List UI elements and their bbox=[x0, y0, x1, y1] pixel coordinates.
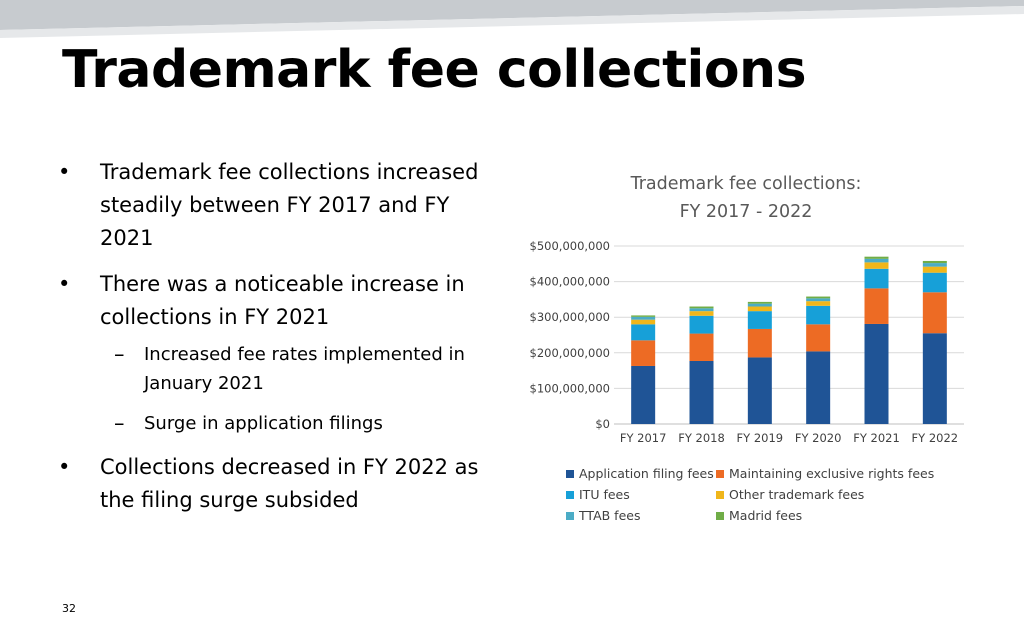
chart-svg: Trademark fee collections: FY 2017 - 2022… bbox=[530, 174, 964, 445]
sub-bullet-marker: – bbox=[114, 411, 125, 435]
y-tick-label: $100,000,000 bbox=[530, 381, 610, 395]
bullet-list: • Trademark fee collections increased st… bbox=[58, 156, 498, 530]
x-tick-label: FY 2021 bbox=[853, 431, 900, 445]
x-tick-label: FY 2018 bbox=[678, 431, 725, 445]
x-tick-label: FY 2020 bbox=[795, 431, 842, 445]
y-tick-label: $400,000,000 bbox=[530, 275, 610, 289]
sub-bullet-list: – Increased fee rates implemented in Jan… bbox=[100, 340, 498, 438]
legend-item: ITU fees bbox=[566, 487, 716, 502]
bar-segment bbox=[747, 357, 772, 424]
chart: Trademark fee collections: FY 2017 - 2022… bbox=[520, 160, 980, 540]
bar-segment bbox=[922, 292, 947, 334]
chart-subtitle: FY 2017 - 2022 bbox=[680, 202, 813, 222]
legend-swatch bbox=[566, 511, 574, 520]
y-tick-label: $500,000,000 bbox=[530, 239, 610, 253]
legend-item: Maintaining exclusive rights fees bbox=[716, 466, 966, 481]
sub-bullet-item: – Increased fee rates implemented in Jan… bbox=[100, 340, 498, 398]
page-number: 32 bbox=[62, 602, 76, 615]
bar-segment bbox=[864, 258, 889, 263]
bar-segment bbox=[631, 324, 656, 341]
bar-segment bbox=[806, 298, 831, 302]
chart-legend: Application filing fees Maintaining exclu… bbox=[566, 466, 966, 523]
legend-label: Other trademark fees bbox=[729, 487, 865, 502]
bar-segment bbox=[747, 311, 772, 329]
bar-segment bbox=[689, 360, 714, 424]
bullet-item: • Collections decreased in FY 2022 as th… bbox=[58, 451, 498, 517]
chart-title: Trademark fee collections: bbox=[630, 174, 862, 194]
bar-segment bbox=[806, 324, 831, 352]
bar-segment bbox=[631, 340, 656, 366]
bar-segment bbox=[922, 260, 947, 264]
sub-bullet-text: Surge in application filings bbox=[144, 413, 383, 434]
y-tick-label: $300,000,000 bbox=[530, 310, 610, 324]
legend-label: TTAB fees bbox=[579, 508, 641, 523]
bar-segment bbox=[806, 305, 831, 325]
header-decoration bbox=[0, 0, 1024, 38]
legend-swatch bbox=[716, 490, 724, 499]
bar-segment bbox=[864, 323, 889, 424]
bar-segment bbox=[631, 365, 656, 424]
legend-label: Application filing fees bbox=[579, 466, 714, 481]
bullet-marker: • bbox=[58, 455, 71, 479]
bar-segment bbox=[864, 262, 889, 269]
bullet-marker: • bbox=[58, 160, 71, 184]
bar-segment bbox=[806, 301, 831, 306]
bar-segment bbox=[689, 308, 714, 312]
bar-segment bbox=[631, 319, 656, 325]
bar-segment bbox=[922, 333, 947, 424]
bar-segment bbox=[747, 301, 772, 304]
x-tick-label: FY 2022 bbox=[912, 431, 959, 445]
bar-segment bbox=[806, 296, 831, 299]
legend-swatch bbox=[566, 490, 574, 499]
bar-segment bbox=[806, 351, 831, 424]
slide-title: Trademark fee collections bbox=[62, 40, 807, 100]
bar-segment bbox=[631, 315, 656, 317]
bullet-text: There was a noticeable increase in colle… bbox=[100, 272, 465, 329]
bar-segment bbox=[747, 303, 772, 307]
legend-label: ITU fees bbox=[579, 487, 630, 502]
bullet-text: Trademark fee collections increased stea… bbox=[100, 160, 479, 250]
bar-segment bbox=[922, 266, 947, 273]
x-tick-label: FY 2019 bbox=[737, 431, 784, 445]
sub-bullet-item: – Surge in application filings bbox=[100, 409, 498, 438]
bar-segment bbox=[922, 272, 947, 293]
legend-label: Maintaining exclusive rights fees bbox=[729, 466, 935, 481]
bar-segment bbox=[922, 263, 947, 267]
legend-swatch bbox=[716, 469, 724, 478]
bullet-item: • Trademark fee collections increased st… bbox=[58, 156, 498, 255]
bullet-marker: • bbox=[58, 272, 71, 296]
bar-segment bbox=[689, 311, 714, 316]
legend-label: Madrid fees bbox=[729, 508, 803, 523]
bar-segment bbox=[631, 316, 656, 320]
legend-item: TTAB fees bbox=[566, 508, 716, 523]
legend-item: Madrid fees bbox=[716, 508, 966, 523]
bar-segment bbox=[864, 268, 889, 289]
bullet-item: • There was a noticeable increase in col… bbox=[58, 268, 498, 438]
bar-segment bbox=[689, 333, 714, 361]
bar-segment bbox=[689, 315, 714, 334]
x-tick-label: FY 2017 bbox=[620, 431, 667, 445]
bar-segment bbox=[747, 328, 772, 358]
bar-segment bbox=[864, 288, 889, 324]
legend-item: Application filing fees bbox=[566, 466, 716, 481]
legend-swatch bbox=[566, 469, 574, 478]
bullet-text: Collections decreased in FY 2022 as the … bbox=[100, 455, 479, 512]
legend-swatch bbox=[716, 511, 724, 520]
bar-segment bbox=[747, 306, 772, 312]
bar-segment bbox=[864, 256, 889, 259]
y-tick-label: $200,000,000 bbox=[530, 346, 610, 360]
y-tick-label: $0 bbox=[595, 417, 610, 431]
sub-bullet-text: Increased fee rates implemented in Janua… bbox=[144, 344, 465, 394]
legend-item: Other trademark fees bbox=[716, 487, 966, 502]
bar-segment bbox=[689, 306, 714, 309]
sub-bullet-marker: – bbox=[114, 342, 125, 366]
